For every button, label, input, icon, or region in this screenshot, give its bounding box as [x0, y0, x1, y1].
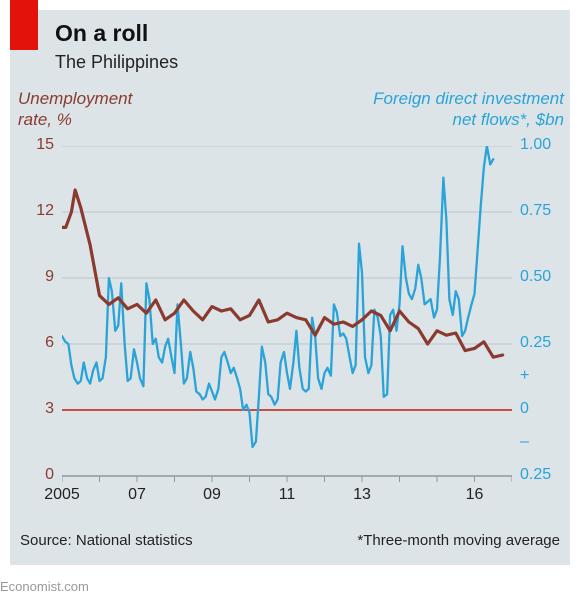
- chart-container: On a roll The Philippines Unemploymentra…: [0, 0, 580, 598]
- source-text: Source: National statistics: [20, 532, 193, 549]
- right-axis-label: Foreign direct investmentnet flows*, $bn: [373, 88, 564, 131]
- footnote-text: *Three-month moving average: [357, 532, 560, 549]
- accent-tab: [10, 0, 38, 50]
- left-axis-label: Unemploymentrate, %: [18, 88, 132, 131]
- chart-subtitle: The Philippines: [55, 52, 178, 73]
- plot-area: [62, 146, 512, 496]
- credit-text: Economist.com: [0, 579, 89, 594]
- chart-title: On a roll: [55, 20, 148, 47]
